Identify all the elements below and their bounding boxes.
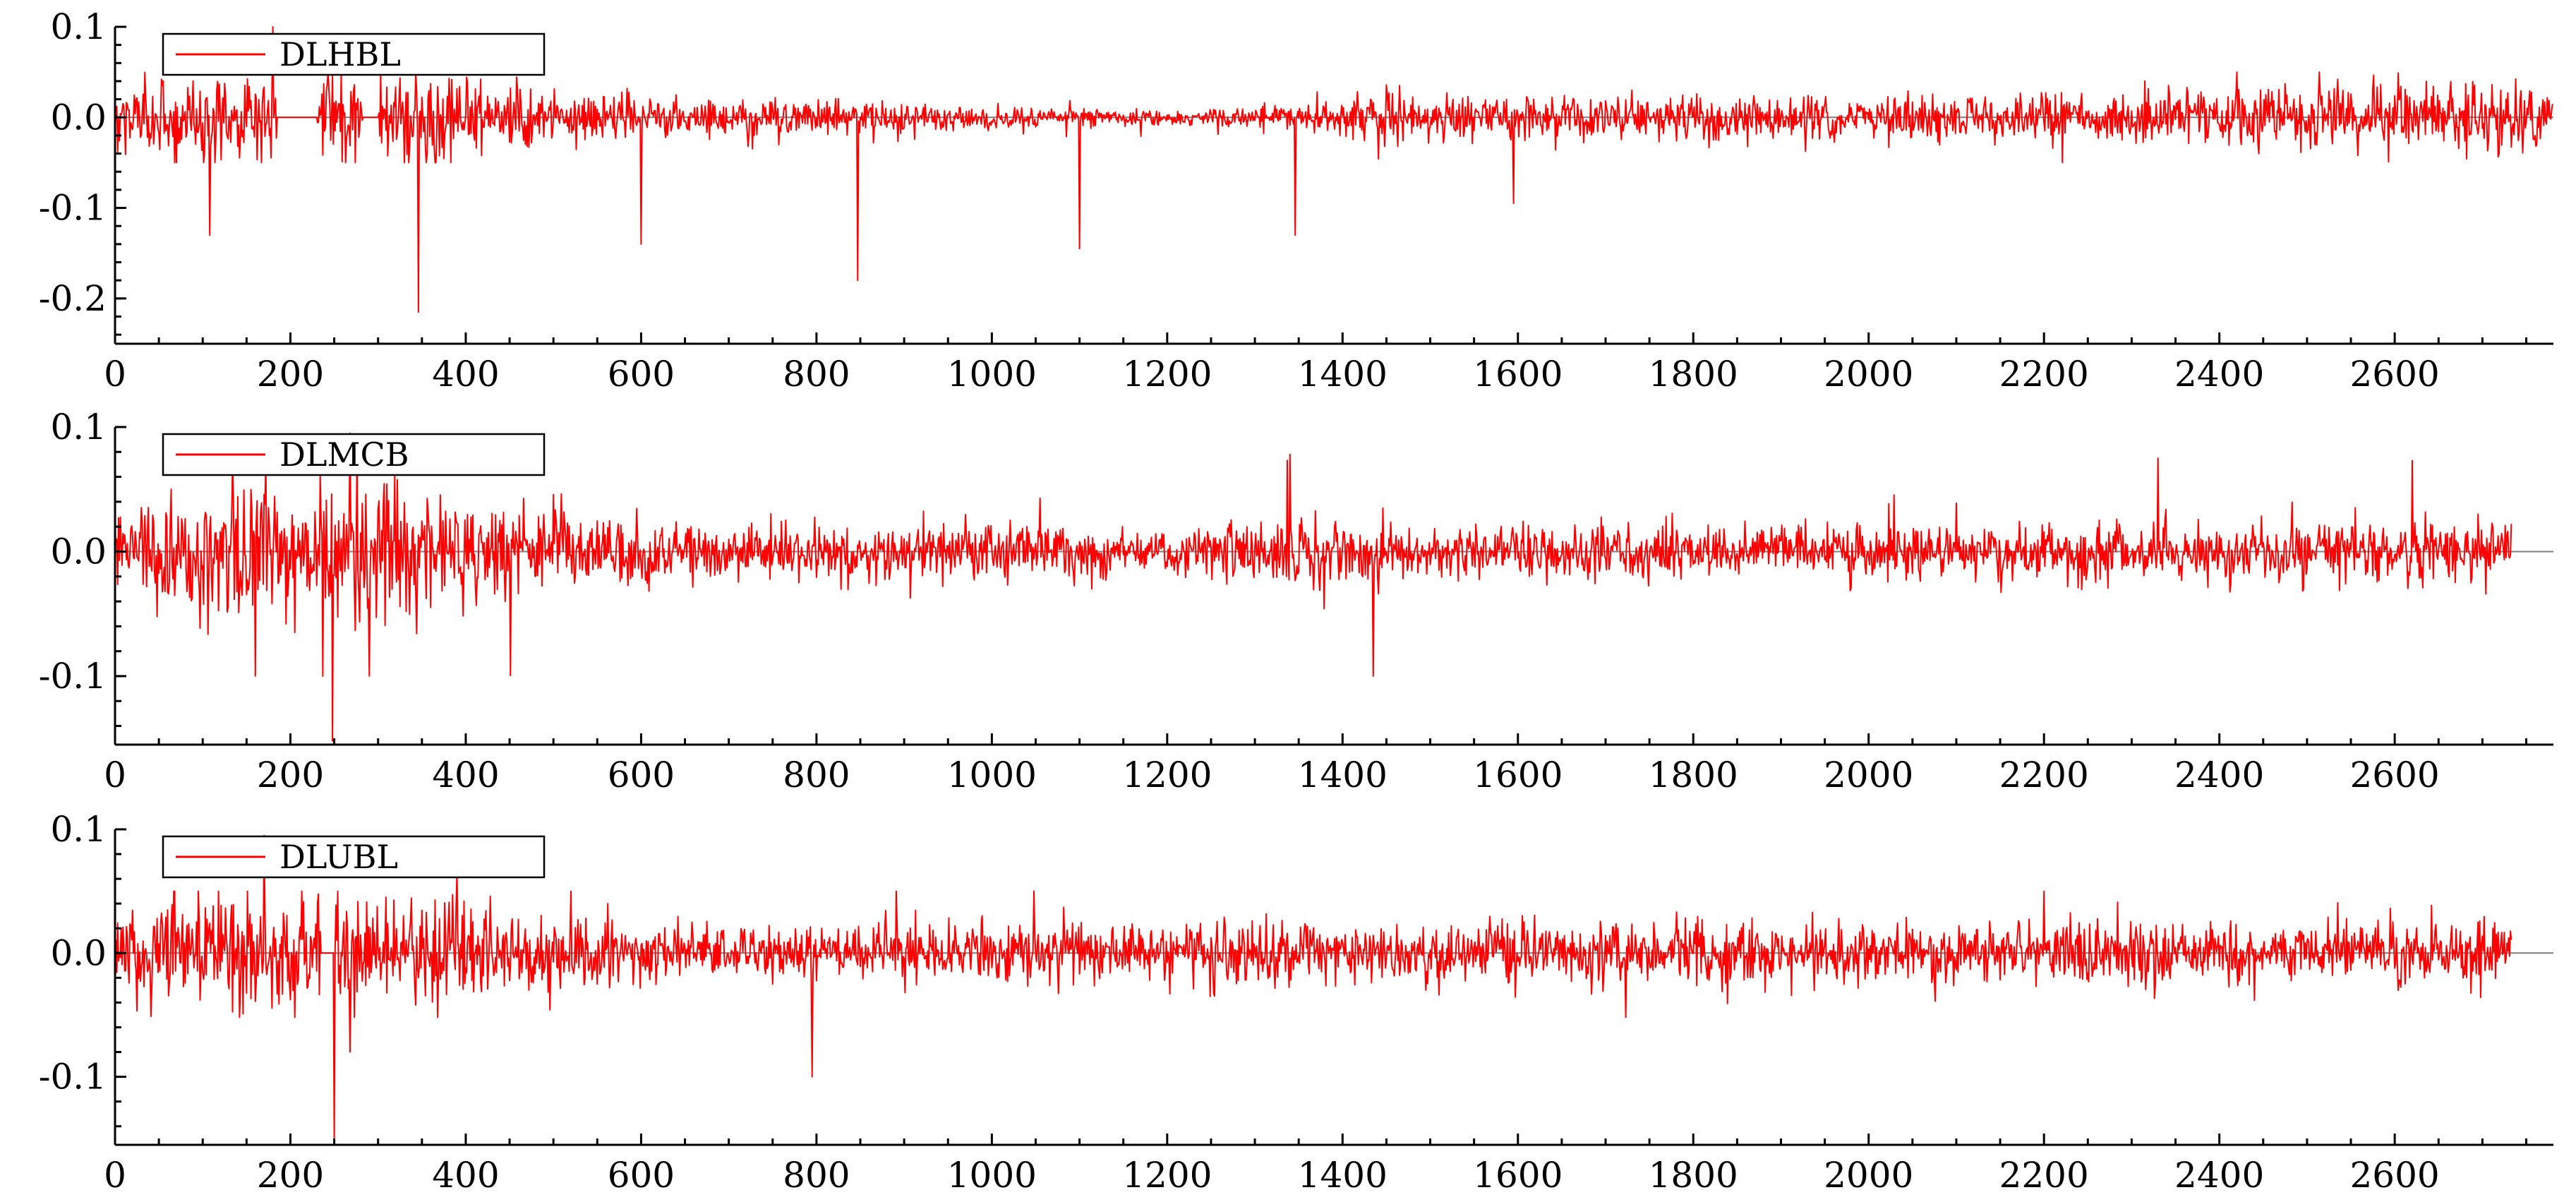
x-tick-label: 0 [104, 354, 126, 395]
panel-dlubl: 0 200 400 600 800 1000 1200 1400 1600 1800 2000 220… [39, 809, 2553, 1196]
x-tick-label: 2400 [2174, 354, 2264, 395]
legend-label: DLUBL [279, 838, 398, 876]
y-tick-label: -0.1 [39, 1057, 107, 1098]
x-tick-label: 2000 [1824, 354, 1913, 395]
x-tick-label: 2400 [2174, 1155, 2264, 1196]
series-line-dlhbl [114, 26, 2553, 313]
x-tick-label: 2600 [2350, 1155, 2440, 1196]
x-tick-label: 1000 [947, 1155, 1037, 1196]
x-tick-label: 2600 [2350, 755, 2440, 795]
x-tick-label: 2400 [2174, 755, 2264, 795]
x-tick-label: 2200 [1999, 354, 2089, 395]
x-tick-label: 1400 [1298, 354, 1388, 395]
legend-label: DLHBL [279, 35, 401, 73]
x-tick-label: 600 [608, 1155, 675, 1196]
x-tick-label: 1600 [1473, 755, 1563, 795]
y-tick-label: 0.0 [50, 932, 107, 973]
x-tick-label: 1600 [1473, 1155, 1563, 1196]
x-tick-label: 600 [608, 354, 675, 395]
x-tick-label: 2000 [1824, 755, 1913, 795]
x-tick-label: 800 [783, 755, 850, 795]
x-tick-label: 1200 [1122, 755, 1212, 795]
x-tick-label: 1800 [1649, 1155, 1738, 1196]
x-tick-label: 800 [783, 1155, 850, 1196]
x-tick-label: 1800 [1649, 755, 1738, 795]
x-tick-label: 1200 [1122, 1155, 1212, 1196]
x-tick-label: 400 [432, 1155, 499, 1196]
x-tick-label: 1000 [947, 354, 1037, 395]
x-tick-label: 400 [432, 755, 499, 795]
series-line-dlubl [114, 834, 2512, 1142]
series-line-dlmcb [114, 432, 2512, 742]
x-tick-label: 0 [104, 755, 126, 795]
x-tick-label: 2600 [2350, 354, 2440, 395]
panel-dlhbl: 0 200 400 600 800 1000 1200 1400 1600 1800 2000 220… [39, 6, 2553, 395]
x-tick-label: 200 [257, 1155, 324, 1196]
y-tick-label: 0.0 [50, 531, 107, 572]
legend: DLHBL [162, 32, 546, 76]
y-tick-label: -0.2 [39, 278, 107, 319]
x-tick-label: 2200 [1999, 755, 2089, 795]
x-tick-label: 1400 [1298, 755, 1388, 795]
x-tick-label: 200 [257, 755, 324, 795]
legend-label: DLMCB [279, 435, 409, 474]
x-tick-label: 400 [432, 354, 499, 395]
legend: DLUBL [162, 835, 546, 879]
y-tick-label: -0.1 [39, 188, 107, 229]
y-tick-label: -0.1 [39, 656, 107, 697]
y-tick-label: 0.1 [50, 6, 107, 47]
y-tick-label: 0.1 [50, 809, 107, 850]
x-tick-label: 1000 [947, 755, 1037, 795]
legend: DLMCB [162, 433, 546, 476]
x-tick-label: 2000 [1824, 1155, 1913, 1196]
x-tick-label: 600 [608, 755, 675, 795]
x-tick-label: 1200 [1122, 354, 1212, 395]
x-tick-label: 1600 [1473, 354, 1563, 395]
x-tick-label: 0 [104, 1155, 126, 1196]
x-tick-label: 2200 [1999, 1155, 2089, 1196]
x-tick-label: 800 [783, 354, 850, 395]
y-tick-label: 0.0 [50, 97, 107, 138]
x-tick-label: 1400 [1298, 1155, 1388, 1196]
x-tick-label: 200 [257, 354, 324, 395]
panel-dlmcb: 0 200 400 600 800 1000 1200 1400 1600 1800 2000 220… [39, 407, 2553, 795]
y-tick-label: 0.1 [50, 407, 107, 447]
x-tick-label: 1800 [1649, 354, 1738, 395]
